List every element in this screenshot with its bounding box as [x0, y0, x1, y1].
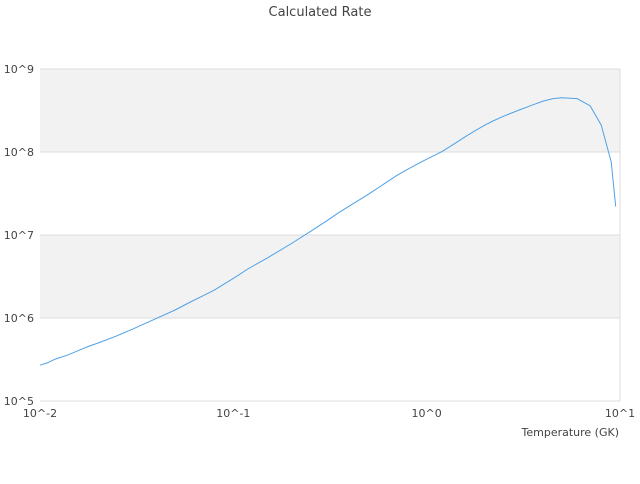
x-tick-label: 10^0	[412, 407, 442, 420]
x-tick-label: 10^-1	[216, 407, 250, 420]
plot-bands	[40, 69, 620, 318]
plot-gridlines	[40, 68, 621, 402]
y-axis-ticks: 10^5 10^6 10^7 10^8 10^9	[4, 63, 34, 408]
y-tick-label: 10^8	[4, 146, 34, 159]
y-tick-label: 10^6	[4, 312, 34, 325]
plot-band	[40, 69, 620, 152]
x-axis-ticks: 10^-2 10^-1 10^0 10^1	[23, 407, 635, 420]
series-line	[39, 97, 617, 366]
chart-title: Calculated Rate	[269, 5, 372, 20]
y-tick-label: 10^7	[4, 229, 34, 242]
y-tick-label: 10^9	[4, 63, 34, 76]
x-tick-label: 10^-2	[23, 407, 57, 420]
y-tick-label: 10^5	[4, 395, 34, 408]
plot-band	[40, 235, 620, 318]
x-axis-label: Temperature (GK)	[521, 426, 620, 439]
x-tick-label: 10^1	[605, 407, 635, 420]
series-layer	[39, 97, 617, 366]
